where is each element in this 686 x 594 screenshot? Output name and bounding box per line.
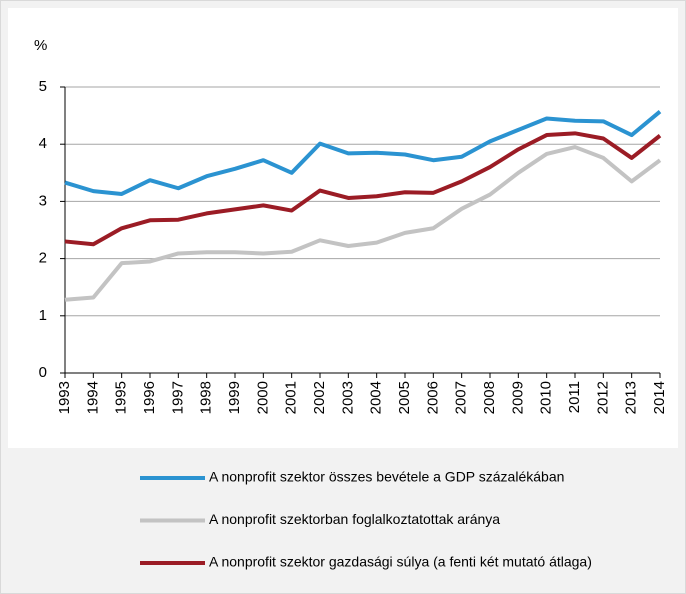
x-tick-label: 2006	[424, 381, 441, 414]
data-line	[64, 145, 662, 302]
y-tick-label: 0	[39, 364, 47, 381]
legend-text: A nonprofit szektor gazdasági súlya (a f…	[209, 554, 592, 570]
legend-text: A nonprofit szektorban foglalkoztatottak…	[209, 511, 500, 527]
x-tick-label: 2007	[453, 381, 470, 414]
y-axis-label: %	[34, 37, 47, 54]
x-tick-label: 1997	[169, 381, 186, 414]
x-tick-label: 1999	[226, 381, 243, 414]
legend-text: A nonprofit szektor összes bevétele a GD…	[209, 469, 564, 485]
x-tick-label: 2001	[283, 381, 300, 414]
y-tick-label: 5	[39, 78, 47, 95]
x-tick-label: 2013	[623, 381, 640, 414]
x-tick-label: 2000	[254, 381, 271, 414]
x-tick-label: 2003	[339, 381, 356, 414]
x-tick-label: 2008	[481, 381, 498, 414]
x-tick-label: 2002	[311, 381, 328, 414]
x-tick-label: 2011	[566, 381, 583, 413]
x-tick-label: 2012	[594, 381, 611, 414]
x-tick-label: 2014	[651, 381, 668, 414]
y-tick-label: 2	[39, 250, 47, 267]
x-tick-label: 1996	[141, 381, 158, 414]
y-tick-label: 3	[39, 192, 47, 209]
x-tick-label: 1993	[56, 381, 73, 414]
data-line	[64, 131, 662, 247]
x-tick-label: 2009	[509, 381, 526, 414]
y-tick-label: 4	[39, 135, 47, 152]
x-tick-label: 2004	[368, 381, 385, 414]
x-tick-label: 1995	[113, 381, 130, 414]
y-tick-label: 1	[39, 307, 47, 324]
data-line	[64, 110, 662, 196]
x-tick-label: 1994	[84, 381, 101, 414]
x-tick-label: 1998	[198, 381, 215, 414]
x-tick-label: 2005	[396, 381, 413, 414]
x-tick-label: 2010	[538, 381, 555, 414]
